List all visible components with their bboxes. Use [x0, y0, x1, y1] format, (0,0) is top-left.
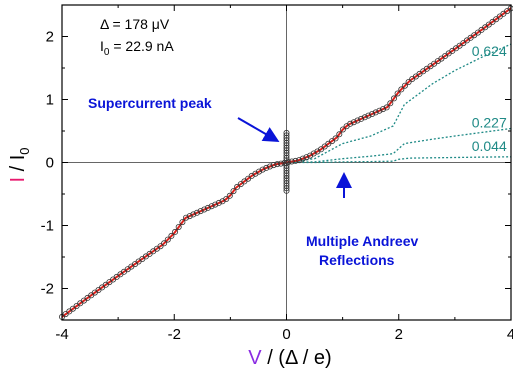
data-point: [234, 183, 241, 190]
y-tick-label: 0: [46, 155, 54, 172]
data-point: [255, 168, 262, 175]
data-point: [332, 135, 339, 142]
data-point: [296, 157, 303, 164]
fit-curve: [61, 7, 512, 318]
plot-frame: [61, 4, 512, 321]
mar-label-line2: Reflections: [319, 252, 395, 268]
data-point: [398, 86, 405, 93]
y-tick-label: 1: [46, 92, 54, 109]
data-point: [336, 131, 343, 138]
data-point: [263, 164, 270, 171]
i0-symbol: I: [100, 38, 104, 54]
data-point: [354, 117, 361, 124]
y-axis-subscript: 0: [17, 147, 32, 154]
data-point: [157, 243, 164, 250]
data-point: [190, 211, 197, 218]
data-point: [212, 201, 219, 208]
x-tick-labels: -4 -2 0 2 4: [55, 326, 513, 343]
i0-subscript: 0: [104, 47, 110, 58]
measured-points: [59, 5, 513, 320]
i0-rest: = 22.9 nA: [109, 38, 174, 54]
y-axis-symbol: I: [7, 177, 29, 183]
transmission-label: 0.227: [472, 114, 507, 130]
mar-label-line1: Multiple Andreev: [306, 233, 418, 249]
data-point: [390, 95, 397, 102]
data-point: [401, 82, 408, 89]
data-point: [201, 206, 208, 213]
data-point: [161, 240, 168, 247]
x-tick-label: -4: [55, 326, 68, 343]
y-tick-labels: 2 1 0 -1 -2: [41, 29, 54, 298]
data-point: [339, 126, 346, 133]
data-point: [350, 119, 357, 126]
transmission-curves: [286, 43, 512, 164]
data-point: [383, 104, 390, 111]
data-point: [266, 163, 273, 170]
supercurrent-point: [283, 132, 290, 139]
data-point: [387, 100, 394, 107]
y-axis-label: I / I0: [7, 147, 32, 182]
x-tick-label: 2: [395, 326, 403, 343]
y-tick-label: -1: [41, 218, 54, 235]
y-tick-label: -2: [41, 281, 54, 298]
data-point: [175, 223, 182, 230]
x-tick-label: -2: [168, 326, 181, 343]
data-point: [372, 109, 379, 116]
data-point: [182, 214, 189, 221]
data-point: [365, 112, 372, 119]
data-point: [405, 79, 412, 86]
data-point: [299, 155, 306, 162]
data-point: [358, 115, 365, 122]
data-point: [204, 204, 211, 211]
x-axis-unit: / (Δ / e): [262, 347, 332, 369]
i0-value: I0 = 22.9 nA: [100, 38, 174, 58]
data-point: [164, 236, 171, 243]
x-tick-label: 4: [507, 326, 513, 343]
transmission-curve-0.044: [286, 156, 512, 164]
supercurrent-arrow: [237, 117, 280, 143]
data-point: [172, 228, 179, 235]
data-point: [277, 160, 284, 167]
data-point: [208, 203, 215, 210]
data-point: [186, 213, 193, 220]
transmission-label: 0.044: [472, 138, 507, 154]
data-point: [223, 195, 230, 202]
data-point: [292, 157, 299, 164]
data-point: [317, 146, 324, 153]
data-point: [379, 106, 386, 113]
x-tick-label: 0: [282, 326, 290, 343]
data-point: [197, 208, 204, 215]
data-point: [310, 150, 317, 157]
data-point: [270, 162, 277, 169]
data-point: [376, 107, 383, 114]
data-point: [226, 192, 233, 199]
data-point: [369, 111, 376, 118]
data-point: [179, 219, 186, 226]
data-point: [303, 154, 310, 161]
fit-curve-group: [61, 7, 512, 318]
transmission-label: 0.624: [472, 43, 507, 59]
data-point: [394, 90, 401, 97]
data-point: [230, 188, 237, 195]
data-point: [193, 209, 200, 216]
data-point: [274, 161, 281, 168]
data-point: [168, 232, 175, 239]
data-point: [215, 199, 222, 206]
data-point: [361, 114, 368, 121]
data-point: [347, 120, 354, 127]
x-axis-symbol: V: [248, 347, 262, 369]
x-axis-label: V / (Δ / e): [248, 347, 331, 369]
supercurrent-point: [283, 129, 290, 136]
y-axis-rest: / I: [7, 155, 29, 177]
supercurrent-label: Supercurrent peak: [88, 95, 212, 111]
y-tick-label: 2: [46, 29, 54, 46]
transmission-curve-0.624: [286, 43, 512, 164]
delta-value: Δ = 178 μV: [100, 16, 170, 32]
data-point: [259, 166, 266, 173]
